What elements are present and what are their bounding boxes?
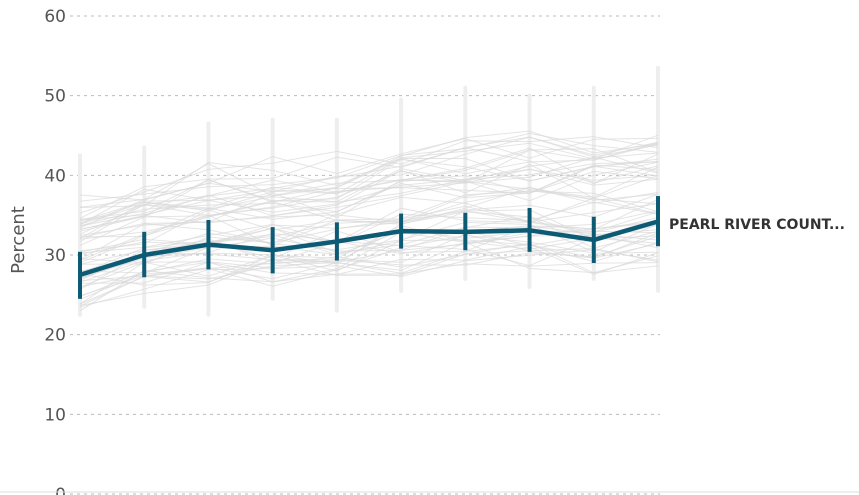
background-line-41 (79, 137, 659, 201)
data-point-7 (463, 230, 467, 234)
background-line-56 (79, 158, 659, 232)
y-tick-label-0: 0 (55, 485, 66, 495)
data-point-2 (142, 253, 146, 257)
y-tick-label-40: 40 (44, 166, 66, 186)
background-line-34 (79, 168, 659, 222)
data-point-3 (206, 243, 210, 247)
background-series (79, 130, 659, 312)
background-line-43 (79, 161, 659, 240)
y-tick-label-30: 30 (44, 246, 66, 266)
background-line-45 (79, 163, 659, 230)
background-line-51 (79, 242, 659, 306)
series-label[interactable]: PEARL RIVER COUNT... (669, 217, 845, 233)
background-line-60 (79, 189, 659, 264)
y-tick-label-60: 60 (44, 7, 66, 27)
background-line-39 (79, 239, 659, 286)
background-line-55 (79, 231, 659, 298)
background-line-24 (79, 168, 659, 235)
data-point-1 (78, 273, 82, 277)
data-point-6 (399, 229, 403, 233)
y-axis-title: Percent (8, 206, 29, 274)
data-point-10 (656, 220, 660, 224)
background-line-49 (79, 148, 659, 224)
y-axis: 0 10 20 30 40 50 60 (44, 7, 66, 495)
series-line (79, 219, 659, 278)
background-line-5 (79, 136, 659, 219)
data-point-9 (592, 238, 596, 242)
data-point-4 (271, 248, 275, 252)
y-tick-label-20: 20 (44, 326, 66, 346)
background-line-48 (79, 193, 659, 253)
background-line-53 (79, 210, 659, 264)
background-line-19 (79, 262, 659, 312)
y-tick-label-50: 50 (44, 87, 66, 107)
background-line-26 (79, 235, 659, 305)
background-line-57 (79, 225, 659, 288)
background-line-58 (79, 136, 659, 214)
data-point-5 (335, 239, 339, 243)
highlighted-series (78, 196, 660, 299)
background-line-50 (79, 186, 659, 236)
background-line-54 (79, 147, 659, 227)
y-tick-label-10: 10 (44, 405, 66, 425)
data-point-8 (528, 228, 532, 232)
background-line-31 (79, 152, 659, 243)
background-line-40 (79, 246, 659, 284)
background-line-21 (79, 142, 659, 221)
background-line-47 (79, 170, 659, 238)
background-line-52 (79, 221, 659, 280)
background-line-3 (79, 147, 659, 225)
background-line-10 (79, 156, 659, 246)
